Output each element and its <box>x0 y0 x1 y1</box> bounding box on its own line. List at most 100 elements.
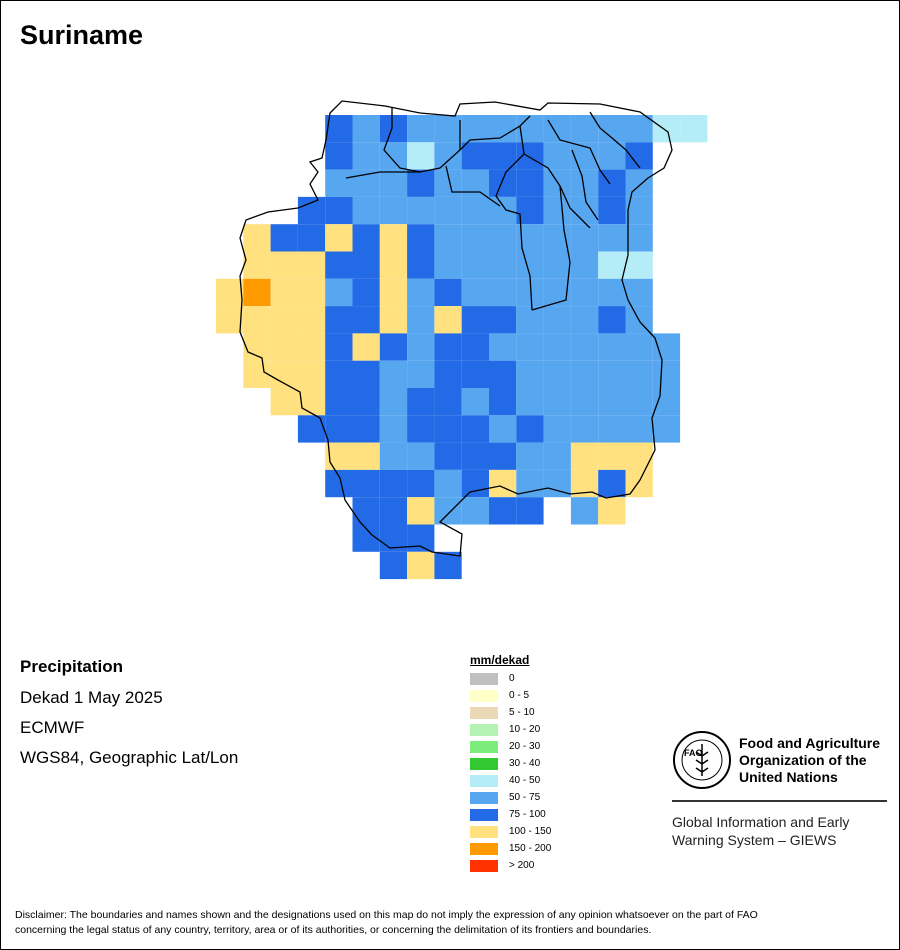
raster-cell <box>379 251 408 279</box>
raster-cell <box>352 142 380 170</box>
raster-cell <box>243 306 271 334</box>
raster-cell <box>243 251 271 279</box>
raster-cell <box>407 224 435 252</box>
raster-cell <box>270 388 298 416</box>
raster-cell <box>434 142 462 170</box>
legend-label: 75 - 100 <box>509 809 546 820</box>
raster-cell <box>325 115 353 143</box>
raster-cell <box>352 306 380 334</box>
legend-swatch <box>470 757 498 770</box>
legend-item: 0 <box>470 672 515 685</box>
raster-cell <box>570 306 599 334</box>
raster-cell <box>516 388 544 416</box>
raster-cell <box>489 388 517 416</box>
legend-label: 20 - 30 <box>509 741 541 752</box>
raster-cell <box>570 333 599 361</box>
raster-cell <box>434 415 462 443</box>
legend-swatch <box>470 791 498 804</box>
raster-cell <box>625 169 653 197</box>
divider <box>672 800 887 802</box>
raster-cell <box>489 278 517 307</box>
legend-label: 50 - 75 <box>509 792 541 803</box>
raster-cell <box>543 415 571 443</box>
raster-cell <box>461 469 489 498</box>
district-border <box>571 149 599 221</box>
raster-cell <box>570 360 599 388</box>
raster-cell <box>243 360 271 388</box>
raster-cell <box>489 115 517 143</box>
raster-cell <box>325 169 353 197</box>
legend-swatch <box>470 808 498 821</box>
raster-cell <box>516 415 544 443</box>
legend-item: 75 - 100 <box>470 808 546 821</box>
legend-swatch <box>470 842 498 855</box>
raster-cell <box>461 442 489 470</box>
raster-cell <box>270 306 298 334</box>
raster-cell <box>598 251 626 279</box>
raster-cell <box>407 251 435 279</box>
raster-cell <box>489 306 517 334</box>
raster-cell <box>461 415 489 443</box>
raster-cell <box>625 251 653 279</box>
raster-cell <box>570 497 599 525</box>
raster-cell <box>543 169 571 197</box>
raster-cell <box>352 497 380 525</box>
raster-cell <box>407 115 435 143</box>
district-border <box>589 111 641 169</box>
fao-organization-name: Food and Agriculture Organization of the… <box>739 735 880 786</box>
raster-cell <box>379 306 408 334</box>
raster-cell <box>352 224 380 252</box>
fao-name-line: Organization of the <box>739 752 867 768</box>
raster-cell <box>434 333 462 361</box>
raster-cell <box>352 196 380 225</box>
raster-cell <box>379 115 408 143</box>
district-border <box>445 165 501 207</box>
raster-cell <box>407 196 435 225</box>
legend-swatch <box>470 723 498 736</box>
raster-cell <box>352 469 380 498</box>
raster-cell <box>461 115 489 143</box>
district-border <box>345 171 420 179</box>
raster-cell <box>489 142 517 170</box>
raster-cell <box>325 224 353 252</box>
legend-label: 40 - 50 <box>509 775 541 786</box>
disclaimer-line: concerning the legal status of any count… <box>15 924 652 936</box>
raster-cells <box>216 115 708 580</box>
raster-cell <box>489 497 517 525</box>
legend-swatch <box>470 774 498 787</box>
raster-cell <box>625 415 653 443</box>
raster-cell <box>352 360 380 388</box>
raster-cell <box>434 251 462 279</box>
legend-swatch <box>470 706 498 719</box>
legend-label: 150 - 200 <box>509 843 552 854</box>
raster-cell <box>352 115 380 143</box>
raster-cell <box>543 388 571 416</box>
raster-cell <box>625 388 653 416</box>
raster-cell <box>325 333 353 361</box>
raster-cell <box>570 196 599 225</box>
raster-cell <box>570 278 599 307</box>
legend-label: 100 - 150 <box>509 826 552 837</box>
raster-cell <box>543 360 571 388</box>
raster-cell <box>625 224 653 252</box>
giews-label: Global Information and Early Warning Sys… <box>672 813 849 849</box>
raster-cell <box>352 251 380 279</box>
raster-cell <box>407 551 435 580</box>
raster-cell <box>325 142 353 170</box>
legend-item: 50 - 75 <box>470 791 540 804</box>
raster-cell <box>379 360 408 388</box>
raster-cell <box>379 196 408 225</box>
legend-swatch <box>470 740 498 753</box>
raster-cell <box>461 388 489 416</box>
raster-cell <box>407 142 435 170</box>
raster-cell <box>570 115 599 143</box>
district-border <box>519 125 591 229</box>
raster-cell <box>352 278 380 307</box>
raster-cell <box>407 360 435 388</box>
raster-cell <box>625 115 653 143</box>
raster-cell <box>379 224 408 252</box>
raster-cell <box>297 251 326 279</box>
raster-cell <box>516 333 544 361</box>
raster-cell <box>407 442 435 470</box>
raster-cell <box>216 306 244 334</box>
